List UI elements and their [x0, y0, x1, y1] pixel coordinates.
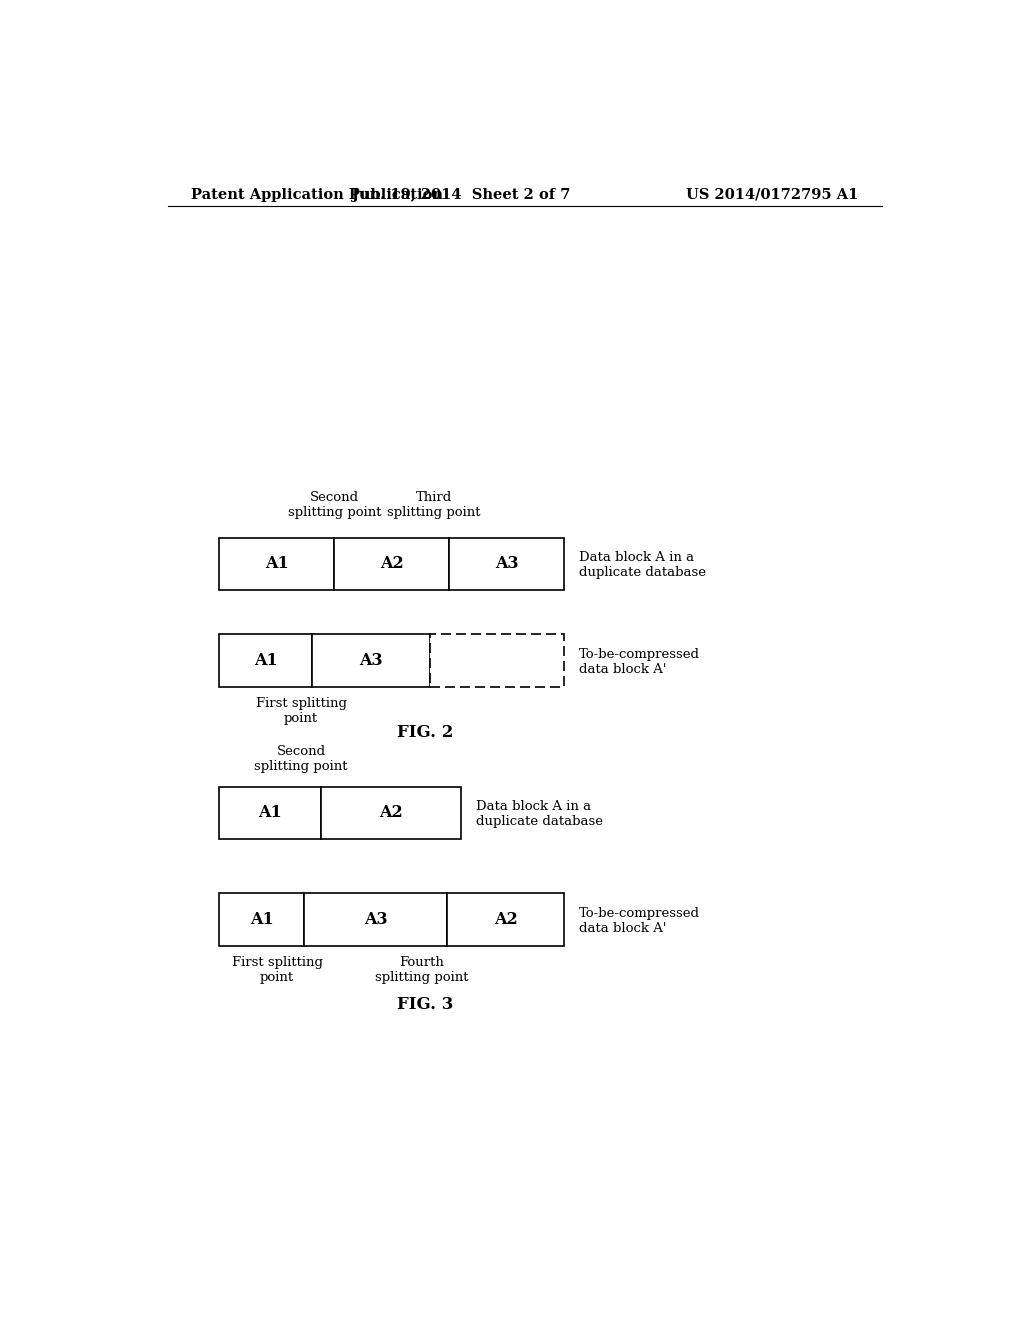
Text: FIG. 3: FIG. 3	[397, 995, 454, 1012]
Text: A1: A1	[265, 556, 289, 573]
Text: A1: A1	[250, 911, 273, 928]
Bar	[430, 634, 564, 686]
Bar	[311, 634, 430, 686]
Text: A2: A2	[494, 911, 518, 928]
Text: Second
splitting point: Second splitting point	[254, 746, 348, 774]
Bar	[321, 787, 461, 840]
Bar	[334, 537, 450, 590]
Text: Third
splitting point: Third splitting point	[387, 491, 480, 519]
Text: A1: A1	[258, 804, 282, 821]
Text: Patent Application Publication: Patent Application Publication	[191, 187, 443, 202]
Text: A2: A2	[379, 804, 403, 821]
Text: Jun. 19, 2014  Sheet 2 of 7: Jun. 19, 2014 Sheet 2 of 7	[352, 187, 570, 202]
Text: Data block A in a
duplicate database: Data block A in a duplicate database	[475, 800, 602, 828]
Bar	[219, 537, 334, 590]
Bar	[447, 894, 564, 946]
Bar	[219, 634, 311, 686]
Text: Second
splitting point: Second splitting point	[288, 491, 381, 519]
Text: A2: A2	[380, 556, 403, 573]
Text: A3: A3	[364, 911, 387, 928]
Text: FIG. 2: FIG. 2	[397, 725, 454, 741]
Text: A3: A3	[359, 652, 382, 669]
Text: To-be-compressed
data block A': To-be-compressed data block A'	[579, 648, 699, 676]
Text: First splitting
point: First splitting point	[231, 956, 323, 985]
Bar	[304, 894, 447, 946]
Text: A3: A3	[495, 556, 518, 573]
Text: To-be-compressed
data block A': To-be-compressed data block A'	[579, 907, 699, 935]
Bar	[219, 787, 321, 840]
Bar	[219, 894, 304, 946]
Text: US 2014/0172795 A1: US 2014/0172795 A1	[686, 187, 858, 202]
Text: A1: A1	[254, 652, 278, 669]
Bar	[450, 537, 564, 590]
Text: Fourth
splitting point: Fourth splitting point	[375, 956, 468, 985]
Text: First splitting
point: First splitting point	[256, 697, 346, 725]
Text: Data block A in a
duplicate database: Data block A in a duplicate database	[579, 550, 706, 579]
